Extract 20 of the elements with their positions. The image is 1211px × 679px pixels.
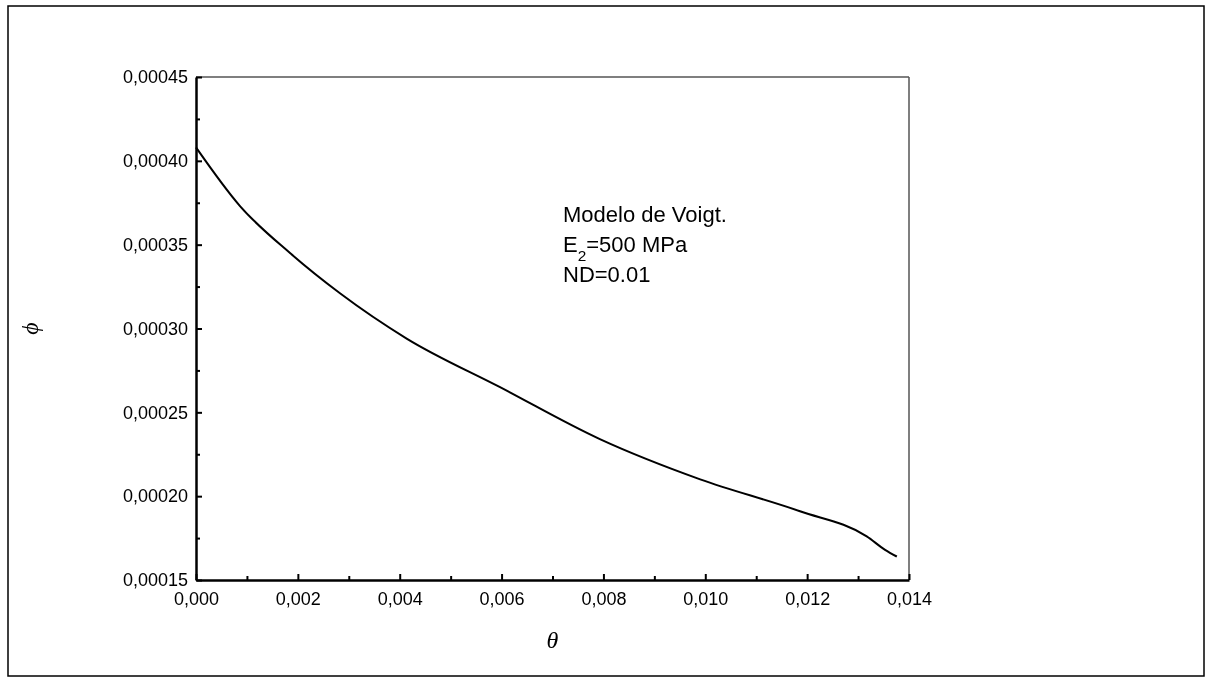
- x-tick-label: 0,010: [683, 588, 729, 609]
- x-tick-label: 0,002: [275, 588, 321, 609]
- y-tick-label: 0,00045: [122, 67, 188, 88]
- y-tick-label: 0,00040: [122, 151, 188, 172]
- y-tick-label: 0,00035: [122, 234, 188, 255]
- x-tick-label: 0,000: [173, 588, 220, 609]
- y-tick-label: 0,00015: [122, 570, 188, 591]
- annotation: ND=0.01: [563, 262, 651, 287]
- y-tick-label: 0,00030: [122, 318, 188, 339]
- x-axis-title: θ: [546, 627, 559, 653]
- x-tick-label: 0,006: [479, 588, 525, 609]
- annotation: E$_{2}$=500 MPa: [563, 232, 688, 264]
- x-tick-label: 0,004: [377, 588, 423, 609]
- y-axis-title: ϕ: [17, 322, 43, 335]
- x-tick-label: 0,012: [785, 588, 831, 609]
- y-tick-label: 0,00020: [122, 486, 188, 507]
- x-tick-label: 0,014: [886, 588, 933, 609]
- x-tick-label: 0,008: [581, 588, 627, 609]
- y-tick-label: 0,00025: [122, 402, 188, 423]
- annotation: Modelo de Voigt.: [563, 202, 727, 227]
